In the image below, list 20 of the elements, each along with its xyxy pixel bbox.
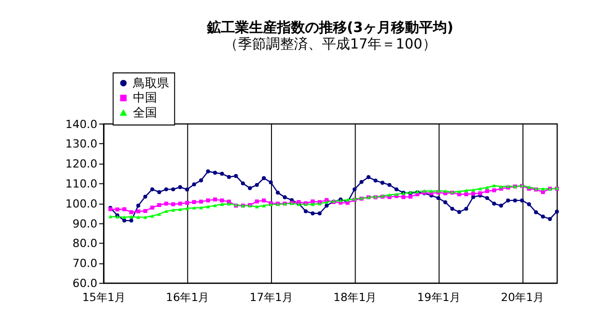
y-tick-label: 110.0 [65, 178, 98, 191]
legend-label: 全国 [133, 106, 158, 120]
chart-title: 鉱工業生産指数の推移(3ヶ月移動平均) [206, 18, 454, 36]
x-tick-label: 17年1月 [250, 291, 293, 304]
x-tick-label: 16年1月 [166, 291, 210, 304]
y-tick-label: 90.0 [72, 217, 98, 230]
y-tick-label: 130.0 [65, 138, 98, 151]
legend-label: 中国 [133, 90, 158, 105]
y-tick-label: 70.0 [72, 257, 98, 270]
x-tick-label: 20年1月 [500, 291, 544, 304]
x-tick-label: 19年1月 [417, 291, 460, 304]
legend-label: 鳥取県 [132, 76, 170, 90]
y-tick-label: 140.0 [65, 118, 98, 131]
x-tick-label: 18年1月 [333, 291, 377, 304]
chart-subtitle: （季節調整済、平成17年＝100） [224, 36, 436, 53]
y-tick-label: 120.0 [65, 158, 98, 171]
y-tick-label: 80.0 [72, 237, 98, 250]
y-tick-label: 60.0 [72, 277, 98, 290]
y-tick-label: 100.0 [65, 197, 98, 210]
x-tick-label: 15年1月 [82, 291, 126, 304]
